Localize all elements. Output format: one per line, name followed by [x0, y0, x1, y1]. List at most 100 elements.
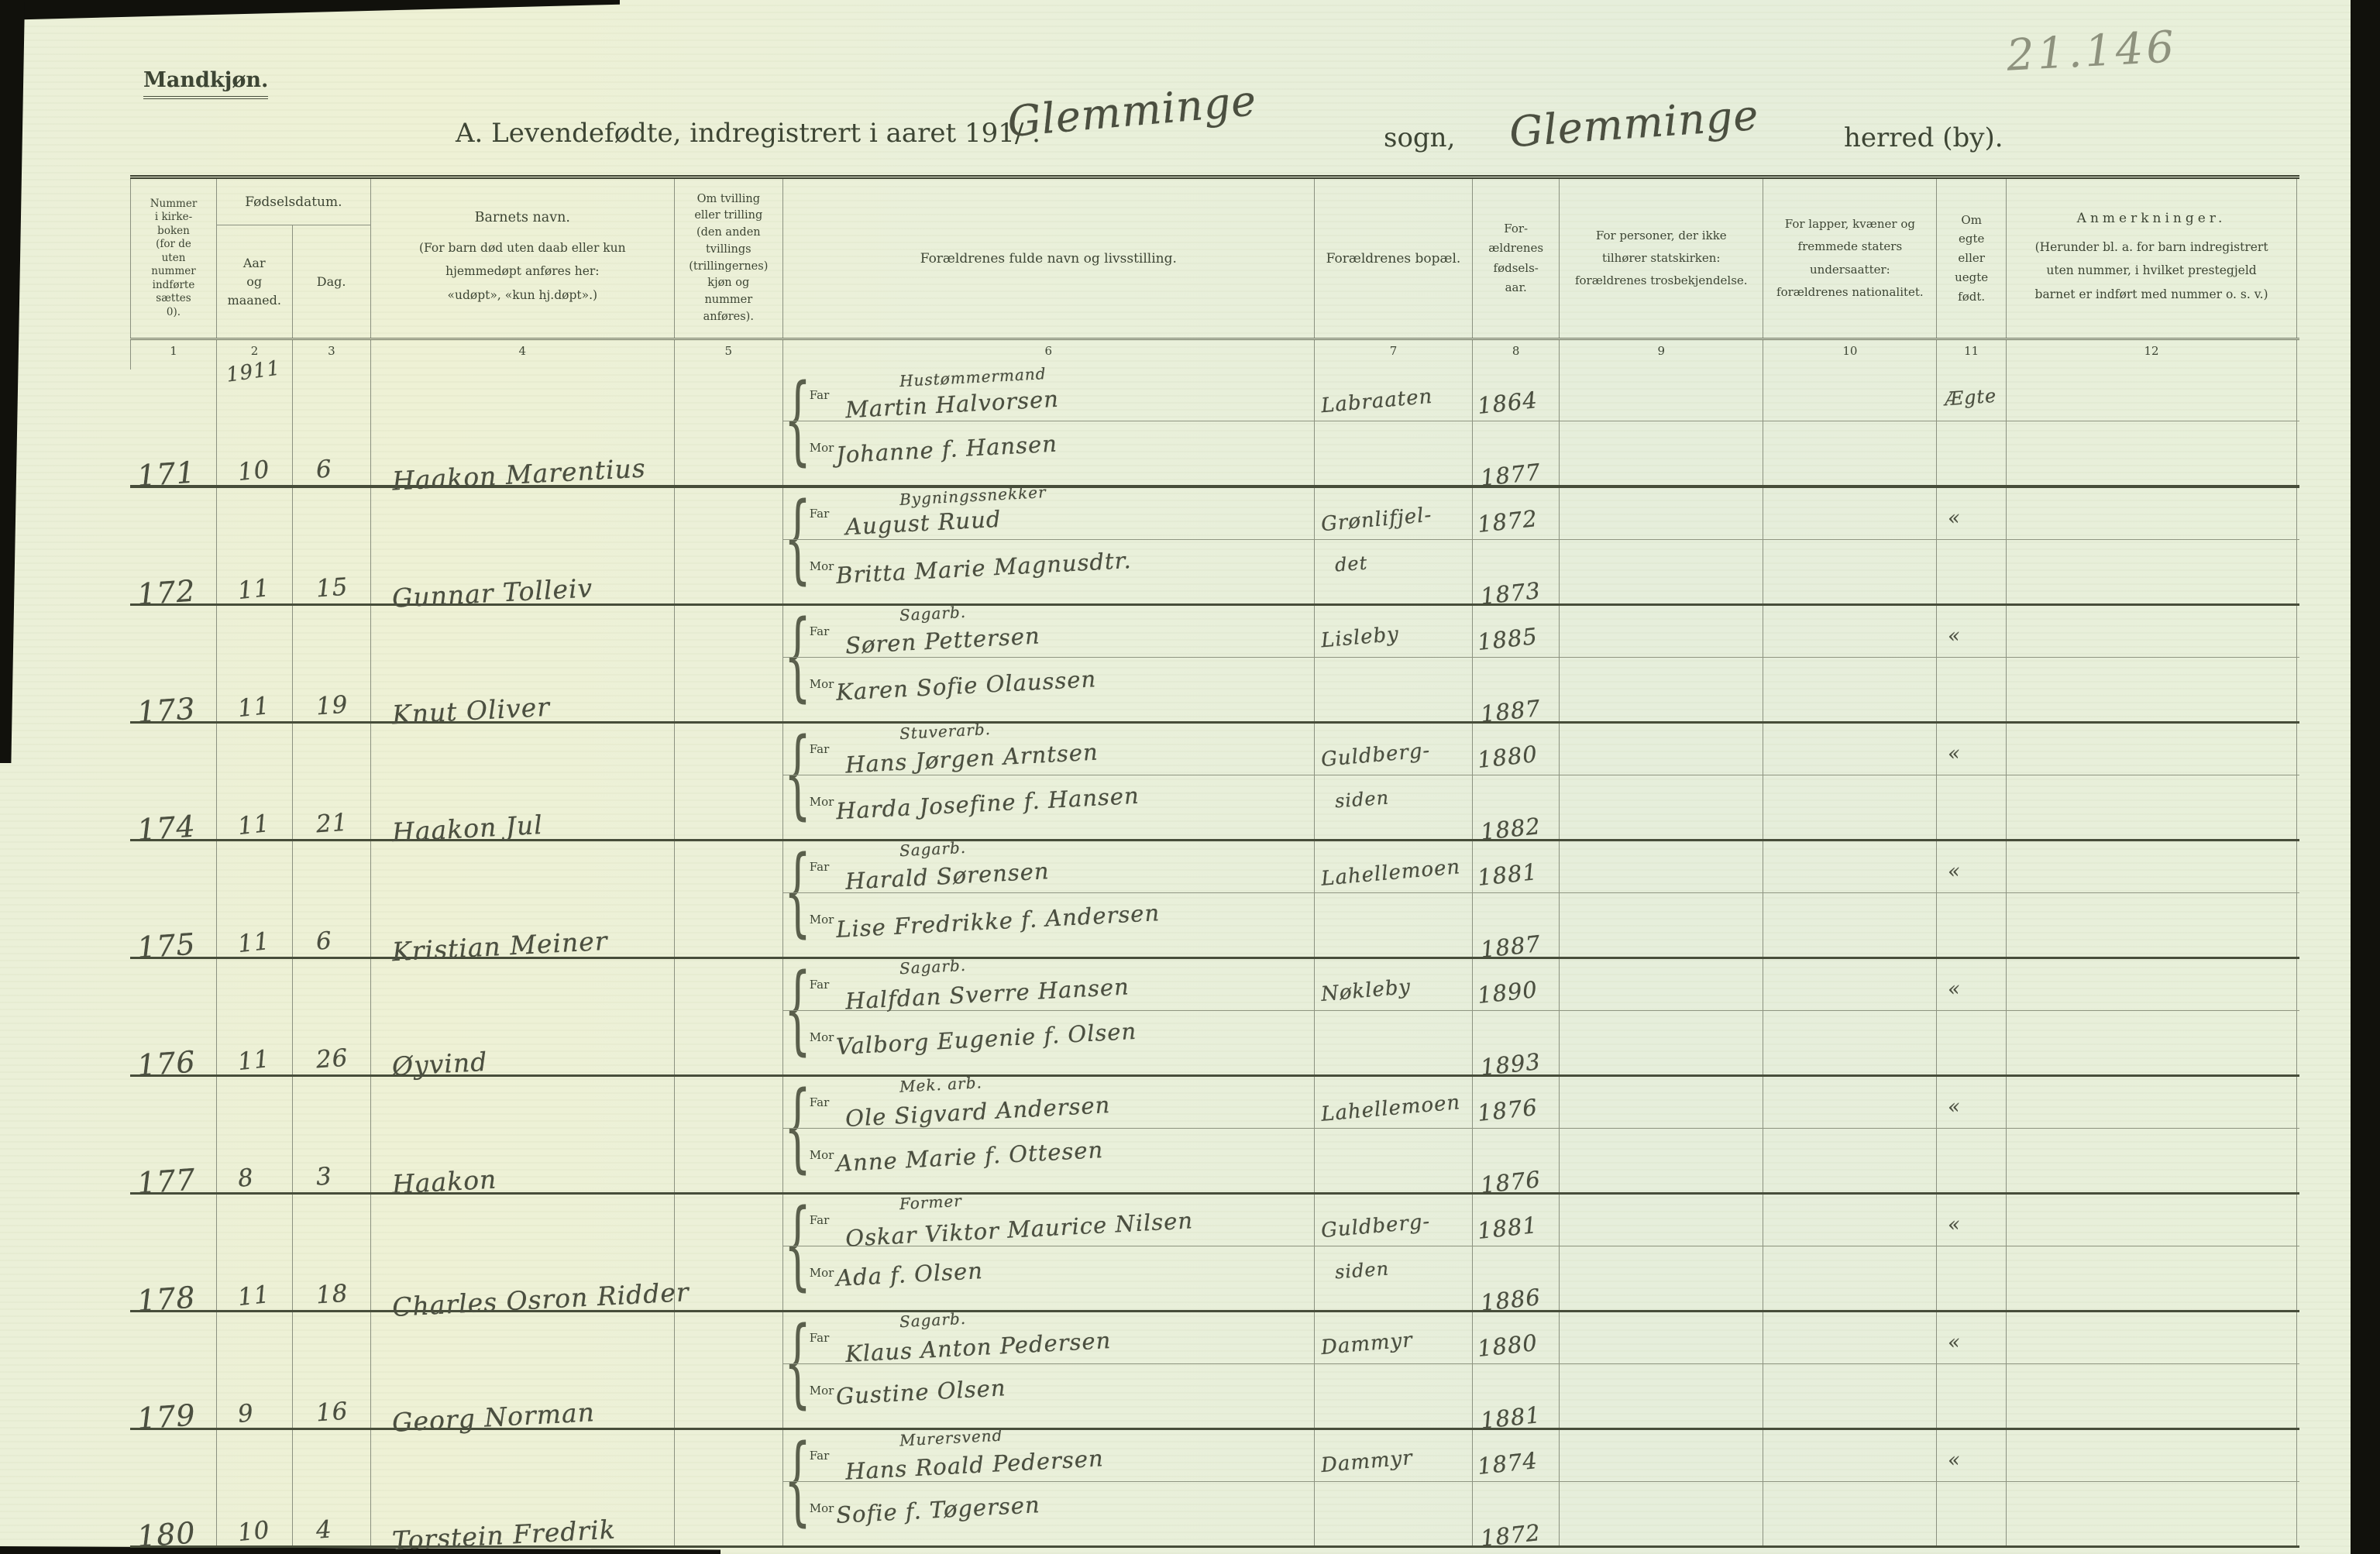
- residence: Labraaten: [1319, 384, 1434, 418]
- cell-legitimacy: «: [1937, 1077, 2007, 1192]
- residence-continued: siden: [1333, 1257, 1390, 1284]
- birth-day: 19: [315, 690, 349, 721]
- header-child-name: Barnets navn. (For barn død uten daab el…: [371, 179, 675, 338]
- residence: Lahellemoen: [1319, 1091, 1462, 1126]
- mother-birth-year: 1873: [1479, 577, 1543, 610]
- mother-name: Johanne f. Hansen: [835, 430, 1058, 469]
- father-name: Klaus Anton Pedersen: [844, 1327, 1112, 1367]
- entry-number: 180: [136, 1515, 197, 1554]
- father-occupation: Sagarb.: [899, 837, 968, 861]
- cell-year-month: 1911 10: [217, 356, 293, 486]
- birth-month: 8: [236, 1164, 256, 1193]
- cell-residence: Dammyr: [1315, 1430, 1474, 1545]
- mor-label: Mor: [809, 559, 834, 573]
- scan-edge-bottom: [0, 1546, 721, 1554]
- cell-remarks: [2007, 1430, 2298, 1545]
- cell-child-name: Haakon Jul: [371, 724, 675, 847]
- brace-icon: {: [783, 598, 811, 712]
- cell-parents-names: {Far Mor Stuverarb. Hans Jørgen Arntsen Hard…: [783, 720, 1315, 839]
- father-birth-year: 1872: [1476, 505, 1539, 538]
- entry-row: 174 11 21 Haakon Jul {Far Mor Stuverarb. Hans J…: [130, 720, 2299, 847]
- cell-legitimacy: «: [1937, 1430, 2007, 1545]
- birth-day: 15: [315, 572, 349, 603]
- cell-number: 174: [130, 724, 217, 847]
- birth-month: 11: [236, 1044, 272, 1077]
- mother-birth-year: 1872: [1479, 1519, 1543, 1552]
- cell-birth-years: 1880 1882: [1473, 724, 1560, 845]
- father-birth-year: 1876: [1476, 1094, 1539, 1126]
- cell-nationality: [1763, 1195, 1938, 1310]
- cell-number: 173: [130, 606, 217, 730]
- far-label: Far: [809, 1095, 830, 1109]
- cell-nationality: [1763, 488, 1938, 603]
- father-birth-year: 1864: [1476, 387, 1539, 419]
- far-label: Far: [809, 860, 830, 874]
- mother-name: Ada f. Olsen: [835, 1257, 984, 1291]
- entry-row: 176 11 26 Øyvind {Far Mor Sagarb. Halfdan Sverr…: [130, 956, 2299, 1083]
- column-number-cell: 6: [783, 340, 1315, 370]
- father-name: August Ruud: [844, 505, 1002, 541]
- mother-birth-year: 1887: [1479, 695, 1543, 727]
- cell-religion: [1560, 1312, 1764, 1428]
- cell-twin: [675, 724, 783, 839]
- cell-legitimacy: «: [1937, 1312, 2007, 1428]
- cell-day: 26: [293, 959, 371, 1074]
- header-remarks: Anmerkninger. (Herunder bl. a. for barn …: [2007, 179, 2298, 338]
- birth-day: 21: [315, 808, 349, 839]
- cell-remarks: [2007, 606, 2298, 721]
- page-title: A. Levendefødte, indregistrert i aaret 1…: [456, 118, 1040, 149]
- father-name: Halfdan Sverre Hansen: [844, 973, 1130, 1015]
- mother-name: Gustine Olsen: [835, 1374, 1007, 1410]
- cell-birth-years: 1872 1873: [1473, 488, 1560, 610]
- cell-legitimacy: «: [1937, 841, 2007, 957]
- section-label: Mandkjøn.: [143, 68, 269, 99]
- cell-day: 6: [293, 841, 371, 957]
- residence: Guldberg-: [1319, 1209, 1432, 1243]
- table-header-row: Nummer i kirke- boken (for de uten numme…: [130, 175, 2299, 340]
- cell-child-name: Charles Osron Ridder: [371, 1195, 690, 1322]
- cell-day: 15: [293, 488, 371, 603]
- header-remarks-title: Anmerkninger.: [2076, 211, 2227, 227]
- cell-birth-years: 1864 1877: [1473, 370, 1560, 491]
- father-name: Harald Sørensen: [844, 858, 1051, 895]
- cell-year-month: 11: [217, 959, 293, 1077]
- cell-child-name: Kristian Meiner: [371, 841, 675, 967]
- column-number-cell: 3: [293, 340, 371, 370]
- cell-parents-names: {Far Mor Sagarb. Søren Pettersen Karen Sofie…: [783, 598, 1315, 721]
- cell-birth-years: 1880 1881: [1473, 1312, 1560, 1434]
- cell-year-month: 11: [217, 488, 293, 605]
- father-birth-year: 1874: [1476, 1447, 1539, 1480]
- cell-residence: Grønlifjel-det: [1315, 488, 1474, 603]
- cell-day: 3: [293, 1077, 371, 1192]
- cell-religion: [1560, 1077, 1764, 1192]
- child-name: Øyvind: [391, 1046, 489, 1082]
- entry-row: 180 10 4 Torstein Fredrik {Far Mor Murersvend H…: [130, 1426, 2299, 1554]
- cell-remarks: [2007, 1077, 2298, 1192]
- residence: Dammyr: [1319, 1446, 1414, 1478]
- cell-residence: Lahellemoen: [1315, 1077, 1474, 1192]
- cell-child-name: Haakon Marentius: [371, 370, 675, 497]
- birth-month: 9: [236, 1399, 256, 1429]
- cell-remarks: [2007, 959, 2298, 1074]
- mother-name: Karen Sofie Olaussen: [835, 665, 1097, 706]
- mother-birth-year: 1877: [1479, 459, 1543, 491]
- far-mor-divider-line: [782, 1480, 2299, 1482]
- legitimacy-mark: «: [1947, 859, 1962, 884]
- far-mor-divider-line: [782, 538, 2299, 540]
- mother-name: Valborg Eugenie f. Olsen: [835, 1017, 1137, 1061]
- legitimacy-mark: «: [1947, 1212, 1962, 1237]
- cell-legitimacy: «: [1937, 959, 2007, 1074]
- column-number: 4: [518, 344, 527, 358]
- header-birthdate-group: Fødselsdatum. Aar og maaned. Dag.: [217, 179, 371, 338]
- birth-month: 10: [236, 1515, 272, 1548]
- birth-day: 6: [315, 455, 333, 484]
- mor-label: Mor: [809, 1148, 834, 1162]
- cell-residence: Lisleby: [1315, 606, 1474, 721]
- cell-remarks: [2007, 488, 2298, 603]
- cell-number: 175: [130, 841, 217, 965]
- entry-row: 172 11 15 Gunnar Tolleiv{Far Mor Bygningssnek…: [130, 483, 2299, 614]
- mother-birth-year: 1886: [1479, 1284, 1543, 1316]
- legitimacy-mark: «: [1947, 1330, 1962, 1355]
- mother-birth-year: 1882: [1479, 813, 1543, 845]
- cell-religion: [1560, 959, 1764, 1074]
